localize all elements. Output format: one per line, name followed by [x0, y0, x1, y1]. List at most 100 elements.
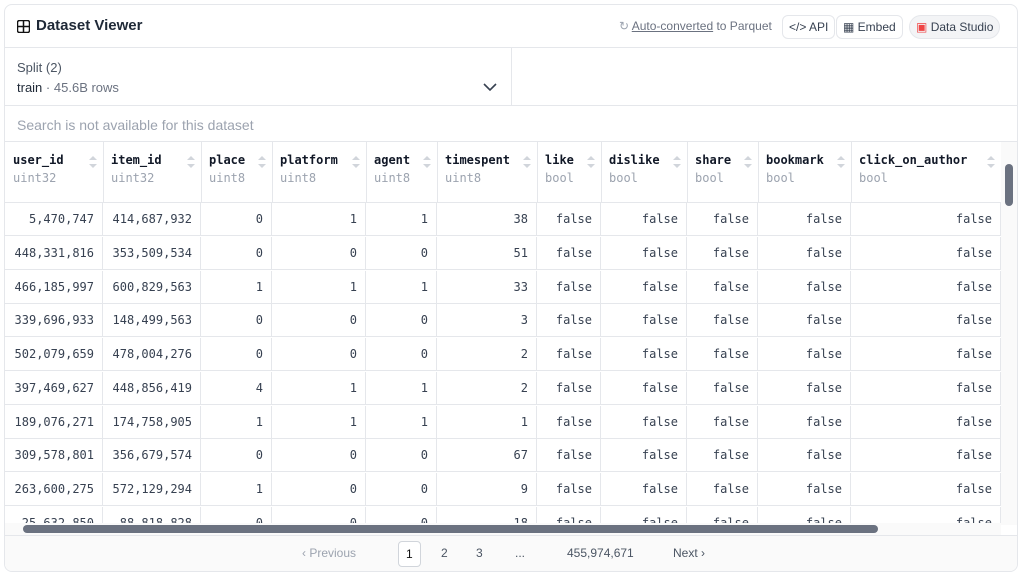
cell: 572,129,294	[103, 473, 201, 506]
column-name: click_on_author	[859, 153, 968, 167]
cell: 353,509,534	[103, 236, 201, 270]
cell: 356,679,574	[103, 439, 201, 473]
data-table: user_id uint32 item_id uint32 place uint8 plat…	[5, 5, 1001, 525]
h-scrollbar[interactable]	[5, 523, 1001, 535]
split-value: train · 45.6B rows	[17, 80, 119, 95]
cell: false	[758, 439, 851, 473]
cell: false	[687, 439, 758, 473]
cell: 0	[272, 473, 366, 506]
cell: 0	[366, 439, 437, 473]
cell: false	[537, 338, 601, 371]
cell: false	[687, 506, 758, 525]
next[interactable]: Next ›	[673, 546, 706, 560]
column-header[interactable]: share bool	[687, 142, 759, 202]
cell: 0	[272, 304, 366, 338]
cell: false	[687, 405, 758, 439]
api-button[interactable]: </> API	[782, 15, 836, 39]
column-header[interactable]: dislike bool	[601, 142, 688, 202]
cell: 1	[201, 405, 272, 439]
spacer	[511, 48, 1017, 106]
column-type: uint32	[111, 171, 155, 185]
cell: 600,829,563	[103, 270, 201, 304]
cell: 0	[201, 203, 272, 236]
sort-icon[interactable]	[744, 156, 752, 168]
cell: false	[851, 473, 1001, 506]
cell: 33	[437, 270, 537, 304]
column-name: timespent	[445, 153, 511, 167]
cell: false	[601, 236, 687, 270]
column-header[interactable]: agent uint8	[366, 142, 438, 202]
embed-button[interactable]: ▦ Embed	[836, 15, 903, 39]
cell: 1	[201, 473, 272, 506]
column-header[interactable]: bookmark bool	[758, 142, 852, 202]
page-link[interactable]: 1	[398, 541, 421, 567]
cell: 0	[366, 506, 437, 525]
cell: false	[601, 304, 687, 338]
sort-icon[interactable]	[837, 156, 845, 168]
cell: false	[601, 203, 687, 236]
cell: false	[758, 405, 851, 439]
cell: false	[687, 236, 758, 270]
column-name: share	[695, 153, 732, 167]
page-link[interactable]: 2	[441, 546, 448, 560]
page-link[interactable]: 3	[476, 546, 483, 560]
sort-icon[interactable]	[423, 156, 431, 168]
sort-icon[interactable]	[258, 156, 266, 168]
cell: 0	[201, 304, 272, 338]
cell: 2	[437, 338, 537, 371]
column-type: bool	[609, 171, 638, 185]
auto-converted-link[interactable]: Auto-converted	[631, 19, 714, 33]
column-name: user_id	[13, 153, 64, 167]
column-header[interactable]: like bool	[537, 142, 602, 202]
cell: false	[601, 506, 687, 525]
data-studio-button[interactable]: ▣ Data Studio	[909, 15, 1001, 39]
cell: false	[758, 473, 851, 506]
column-header[interactable]: user_id uint32	[5, 142, 104, 202]
page-link: ...	[515, 546, 526, 560]
previous[interactable]: ‹ Previous	[302, 546, 357, 560]
column-name: like	[545, 153, 574, 167]
v-scrollbar[interactable]	[1001, 142, 1017, 525]
cell: 18	[437, 506, 537, 525]
cell: 448,856,419	[103, 371, 201, 405]
cell: 189,076,271	[5, 405, 103, 439]
sort-icon[interactable]	[89, 156, 97, 168]
sort-icon[interactable]	[187, 156, 195, 168]
cell: 0	[366, 304, 437, 338]
cell: 448,331,816	[5, 236, 103, 270]
cell: false	[601, 473, 687, 506]
sort-icon[interactable]	[587, 156, 595, 168]
sort-icon[interactable]	[523, 156, 531, 168]
cell: 9	[437, 473, 537, 506]
split-select[interactable]: Split (2) train · 45.6B rows	[5, 48, 512, 106]
column-header[interactable]: platform uint8	[272, 142, 367, 202]
cell: false	[687, 203, 758, 236]
sort-icon[interactable]	[673, 156, 681, 168]
column-header[interactable]: item_id uint32	[103, 142, 202, 202]
label: Previous	[309, 546, 357, 560]
sort-icon[interactable]	[352, 156, 360, 168]
parquet-note: ↻ Auto-converted to Parquet	[619, 19, 772, 33]
cell: false	[851, 439, 1001, 473]
column-header[interactable]: click_on_author bool	[851, 142, 1001, 202]
cell: false	[851, 304, 1001, 338]
column-header[interactable]: place uint8	[201, 142, 273, 202]
cell: false	[537, 439, 601, 473]
cell: 339,696,933	[5, 304, 103, 338]
cell: 1	[366, 270, 437, 304]
cell: 3	[437, 304, 537, 338]
cell: false	[851, 270, 1001, 304]
cell: 0	[201, 236, 272, 270]
cell: false	[687, 270, 758, 304]
column-type: bool	[766, 171, 795, 185]
cell: false	[537, 506, 601, 525]
column-header[interactable]: timespent uint8	[437, 142, 538, 202]
cell: false	[851, 371, 1001, 405]
pagination	[5, 535, 1017, 571]
page-link[interactable]: 455,974,671	[567, 546, 634, 560]
column-type: bool	[545, 171, 574, 185]
column-type: uint8	[374, 171, 411, 185]
sort-icon[interactable]	[987, 156, 995, 168]
cell: 51	[437, 236, 537, 270]
